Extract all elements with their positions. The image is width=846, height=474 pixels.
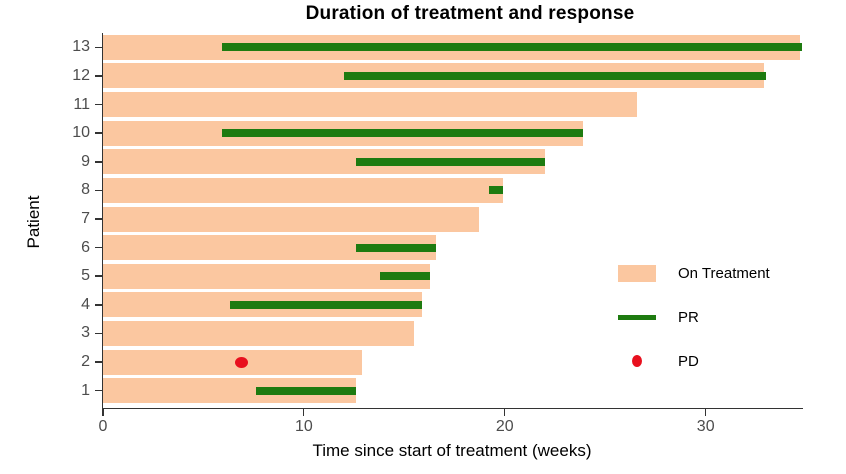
- y-tick-label-patient-10: 10: [72, 124, 90, 142]
- y-axis-tick: [95, 132, 102, 134]
- on-treatment-bar-patient-7: [103, 206, 479, 232]
- x-axis-tick: [704, 409, 707, 416]
- y-axis-tick: [95, 275, 102, 277]
- y-tick-label-patient-12: 12: [72, 66, 90, 84]
- y-tick-label-patient-9: 9: [81, 152, 90, 170]
- y-tick-label-patient-3: 3: [81, 324, 90, 342]
- on-treatment-bar-patient-5: [103, 263, 431, 289]
- y-axis-tick: [95, 218, 102, 220]
- x-axis-title: Time since start of treatment (weeks): [312, 441, 592, 460]
- pr-bar-patient-6: [356, 243, 437, 252]
- y-tick-label-patient-6: 6: [81, 238, 90, 256]
- chart-title: Duration of treatment and response: [305, 3, 635, 24]
- legend-item-pr: PR: [618, 308, 770, 326]
- x-tick-label-20: 20: [495, 418, 514, 435]
- legend: On Treatment PR PD: [618, 264, 770, 370]
- on-treatment-bar-patient-8: [103, 177, 503, 203]
- on-treatment-bar-patient-2: [103, 349, 363, 375]
- y-axis-tick: [95, 304, 102, 306]
- pr-bar-patient-9: [356, 157, 545, 166]
- x-tick-label-30: 30: [696, 418, 715, 435]
- legend-item-pd: PD: [618, 352, 770, 370]
- y-tick-label-patient-8: 8: [81, 181, 90, 199]
- pr-bar-patient-13: [221, 43, 803, 52]
- y-tick-label-patient-4: 4: [81, 295, 90, 313]
- plot-panel: [102, 33, 803, 409]
- pr-bar-patient-4: [229, 300, 423, 309]
- x-tick-label-10: 10: [294, 418, 313, 435]
- pr-bar-patient-10: [221, 129, 584, 138]
- y-axis-tick: [95, 246, 102, 249]
- pr-swatch-icon: [618, 314, 656, 320]
- y-axis-tick: [95, 46, 102, 49]
- y-axis-title: Patient: [24, 195, 43, 249]
- legend-label-pr: PR: [678, 308, 699, 326]
- pr-bar-patient-1: [255, 386, 357, 395]
- x-axis-tick: [302, 409, 305, 416]
- legend-label-pd: PD: [678, 352, 699, 370]
- pd-swatch-icon: [632, 355, 642, 367]
- pr-bar-patient-12: [344, 71, 766, 80]
- y-tick-label-patient-7: 7: [81, 210, 90, 227]
- legend-label-on-treatment: On Treatment: [678, 264, 770, 282]
- y-axis-tick: [95, 332, 102, 335]
- y-tick-label-patient-1: 1: [81, 381, 90, 399]
- y-axis-tick: [95, 75, 102, 77]
- y-axis-tick: [95, 189, 102, 192]
- on-treatment-swatch-icon: [618, 264, 656, 282]
- x-axis-tick: [102, 409, 104, 416]
- on-treatment-bar-patient-3: [103, 320, 415, 346]
- y-axis-tick: [95, 161, 102, 163]
- x-tick-label-0: 0: [98, 418, 108, 435]
- y-tick-label-patient-13: 13: [72, 38, 90, 56]
- x-axis-tick: [503, 409, 506, 416]
- on-treatment-bar-patient-11: [103, 92, 638, 118]
- y-tick-label-patient-11: 11: [73, 95, 90, 113]
- y-tick-label-patient-5: 5: [81, 267, 90, 285]
- pr-bar-patient-8: [488, 186, 503, 195]
- pd-dot-patient-2: [235, 356, 249, 368]
- y-tick-label-patient-2: 2: [81, 353, 90, 371]
- legend-item-on-treatment: On Treatment: [618, 264, 770, 282]
- y-axis-tick: [95, 389, 102, 392]
- y-axis-tick: [95, 361, 102, 363]
- y-axis-tick: [95, 103, 102, 106]
- pr-bar-patient-5: [380, 272, 431, 281]
